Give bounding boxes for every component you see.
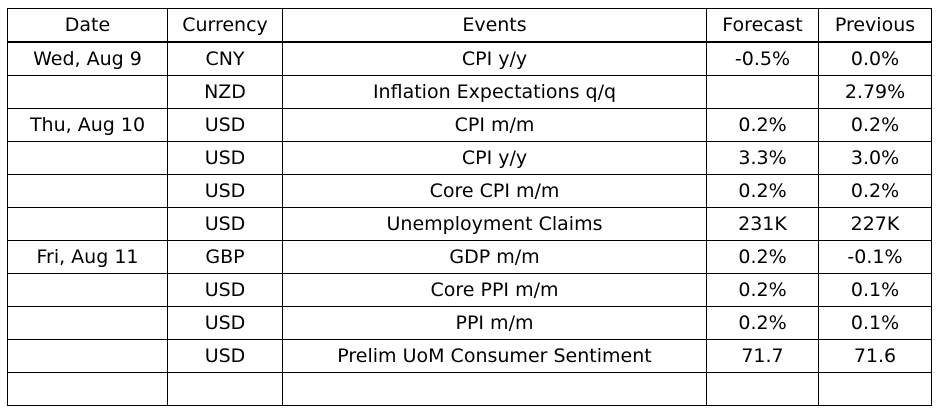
forecast-cell: 0.2% <box>706 240 819 274</box>
event-cell: GDP m/m <box>282 240 707 274</box>
table-header-row: Date Currency Events Forecast Previous <box>7 8 932 43</box>
previous-cell: 0.1% <box>818 306 932 340</box>
date-cell <box>7 141 168 175</box>
previous-cell: 0.0% <box>818 41 932 76</box>
event-cell: CPI y/y <box>282 141 707 175</box>
column-header-forecast: Forecast <box>706 8 819 43</box>
currency-cell: USD <box>167 207 283 241</box>
table-row: USD CPI y/y 3.3% 3.0% <box>7 141 932 175</box>
column-header-currency: Currency <box>167 8 283 43</box>
forecast-cell: -0.5% <box>706 41 819 76</box>
event-cell: CPI y/y <box>282 41 707 76</box>
previous-cell: 0.2% <box>818 174 932 208</box>
date-cell <box>7 306 168 340</box>
event-cell: PPI m/m <box>282 306 707 340</box>
currency-cell: USD <box>167 174 283 208</box>
table-row: USD PPI m/m 0.2% 0.1% <box>7 306 932 340</box>
economic-calendar-table: Date Currency Events Forecast Previous W… <box>7 8 932 406</box>
table-row: USD Core PPI m/m 0.2% 0.1% <box>7 273 932 307</box>
date-cell: Wed, Aug 9 <box>7 41 168 76</box>
date-cell <box>7 372 168 406</box>
currency-cell: USD <box>167 273 283 307</box>
date-cell <box>7 273 168 307</box>
previous-cell <box>818 372 932 406</box>
previous-cell: 71.6 <box>818 339 932 373</box>
column-header-events: Events <box>282 8 707 43</box>
currency-cell: USD <box>167 339 283 373</box>
event-cell: Core CPI m/m <box>282 174 707 208</box>
forecast-cell: 71.7 <box>706 339 819 373</box>
previous-cell: 3.0% <box>818 141 932 175</box>
column-header-previous: Previous <box>818 8 932 43</box>
forecast-cell <box>706 372 819 406</box>
previous-cell: 2.79% <box>818 75 932 109</box>
forecast-cell: 0.2% <box>706 306 819 340</box>
date-cell: Fri, Aug 11 <box>7 240 168 274</box>
forecast-cell: 0.2% <box>706 174 819 208</box>
table-row: USD Core CPI m/m 0.2% 0.2% <box>7 174 932 208</box>
previous-cell: 227K <box>818 207 932 241</box>
previous-cell: -0.1% <box>818 240 932 274</box>
previous-cell: 0.1% <box>818 273 932 307</box>
currency-cell: CNY <box>167 41 283 76</box>
table-row: Wed, Aug 9 CNY CPI y/y -0.5% 0.0% <box>7 41 932 76</box>
column-header-date: Date <box>7 8 168 43</box>
table-row: NZD Inflation Expectations q/q 2.79% <box>7 75 932 109</box>
table-row: USD Prelim UoM Consumer Sentiment 71.7 7… <box>7 339 932 373</box>
currency-cell: USD <box>167 306 283 340</box>
event-cell: Unemployment Claims <box>282 207 707 241</box>
forecast-cell: 0.2% <box>706 108 819 142</box>
currency-cell: USD <box>167 108 283 142</box>
forecast-cell: 0.2% <box>706 273 819 307</box>
table-row <box>7 372 932 406</box>
date-cell <box>7 339 168 373</box>
event-cell: Core PPI m/m <box>282 273 707 307</box>
table-row: Fri, Aug 11 GBP GDP m/m 0.2% -0.1% <box>7 240 932 274</box>
table-row: Thu, Aug 10 USD CPI m/m 0.2% 0.2% <box>7 108 932 142</box>
date-cell <box>7 207 168 241</box>
forecast-cell: 3.3% <box>706 141 819 175</box>
event-cell: CPI m/m <box>282 108 707 142</box>
event-cell: Inflation Expectations q/q <box>282 75 707 109</box>
event-cell: Prelim UoM Consumer Sentiment <box>282 339 707 373</box>
forecast-cell: 231K <box>706 207 819 241</box>
date-cell: Thu, Aug 10 <box>7 108 168 142</box>
forecast-cell <box>706 75 819 109</box>
currency-cell <box>167 372 283 406</box>
date-cell <box>7 75 168 109</box>
currency-cell: USD <box>167 141 283 175</box>
table-row: USD Unemployment Claims 231K 227K <box>7 207 932 241</box>
event-cell <box>282 372 707 406</box>
currency-cell: GBP <box>167 240 283 274</box>
previous-cell: 0.2% <box>818 108 932 142</box>
date-cell <box>7 174 168 208</box>
currency-cell: NZD <box>167 75 283 109</box>
